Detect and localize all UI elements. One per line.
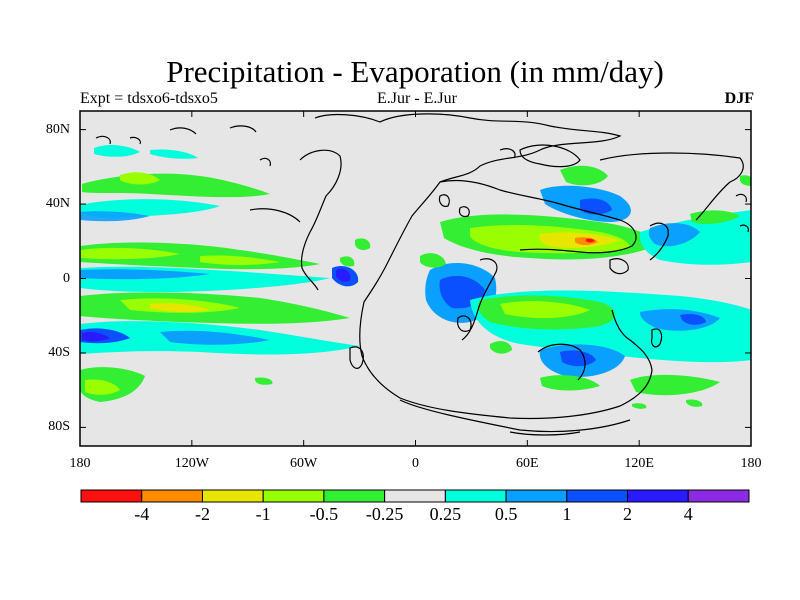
lat-tick-label: 80N (0, 123, 70, 137)
colorbar-swatch (385, 490, 446, 502)
colorbar-label: -1 (233, 504, 293, 525)
colorbar-label: 2 (598, 504, 658, 525)
lat-tick-label: 40N (0, 197, 70, 211)
lon-tick-label: 60W (274, 456, 334, 472)
colorbar-label: 0.5 (476, 504, 536, 525)
colorbar-label: -4 (112, 504, 172, 525)
lon-tick-label: 180 (721, 456, 781, 472)
lon-tick-label: 120W (162, 456, 222, 472)
lat-tick-label: 80S (0, 420, 70, 434)
colorbar-label: -0.5 (294, 504, 354, 525)
colorbar-label: 0.25 (415, 504, 475, 525)
colorbar (81, 490, 749, 502)
lat-tick-label: 0 (0, 272, 70, 286)
lon-tick-label: 120E (609, 456, 669, 472)
colorbar-swatch (506, 490, 567, 502)
colorbar-label: -0.25 (355, 504, 415, 525)
colorbar-swatch (81, 490, 142, 502)
colorbar-swatch (688, 490, 749, 502)
lon-tick-label: 0 (386, 456, 446, 472)
colorbar-label: -2 (172, 504, 232, 525)
colorbar-label: 4 (658, 504, 718, 525)
lon-tick-label: 180 (50, 456, 110, 472)
colorbar-swatch (445, 490, 506, 502)
colorbar-swatch (202, 490, 263, 502)
colorbar-swatch (567, 490, 628, 502)
colorbar-swatch (263, 490, 324, 502)
colorbar-swatch (142, 490, 203, 502)
colorbar-label: 1 (537, 504, 597, 525)
lat-tick-label: 40S (0, 346, 70, 360)
lon-tick-label: 60E (497, 456, 557, 472)
colorbar-swatch (628, 490, 689, 502)
colorbar-swatch (324, 490, 385, 502)
